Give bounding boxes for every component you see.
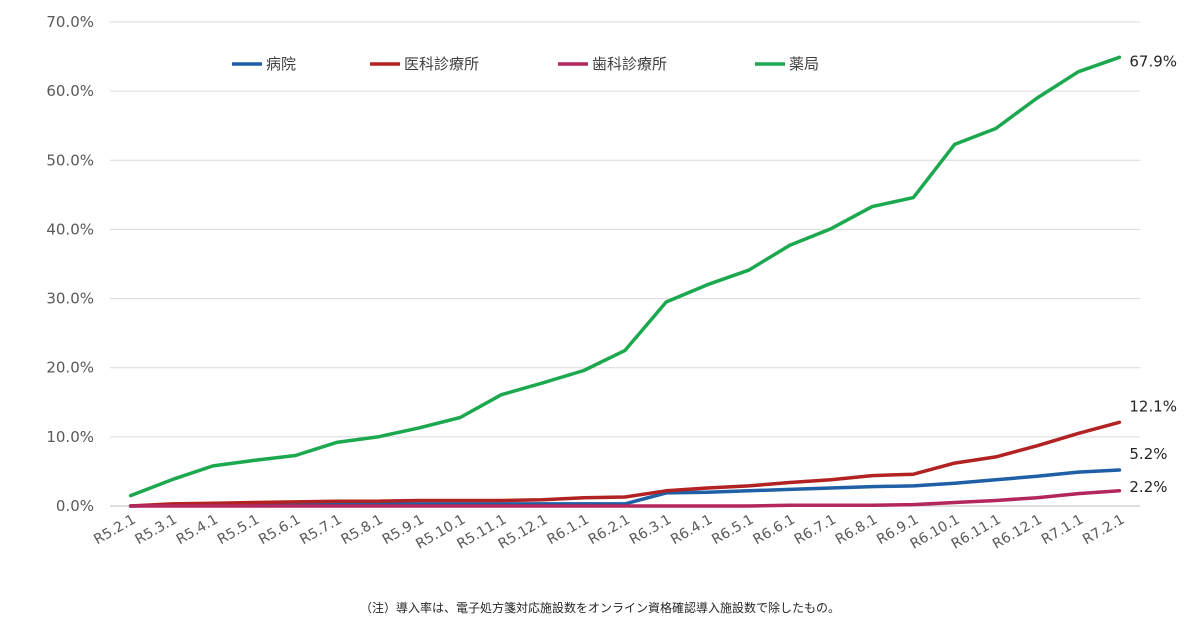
- y-tick-label: 50.0%: [46, 151, 94, 169]
- series-lines: [128, 55, 1122, 508]
- series-line-2: [128, 489, 1122, 508]
- series-line-0: [128, 468, 1122, 508]
- x-tick-label: R6.6.1: [751, 512, 798, 549]
- y-tick-label: 20.0%: [46, 359, 94, 377]
- y-tick-label: 70.0%: [46, 13, 94, 31]
- series-end-label: 12.1%: [1129, 397, 1177, 415]
- x-tick-label: R6.4.1: [668, 512, 715, 549]
- grid-lines: [110, 21, 1140, 507]
- x-tick-label: R7.2.1: [1080, 512, 1127, 549]
- end-labels: 5.2% 12.1% 2.2% 67.9%: [1129, 52, 1177, 496]
- y-tick-label: 40.0%: [46, 220, 94, 238]
- x-tick-label: R6.5.1: [709, 512, 756, 549]
- x-tick-label: R5.5.1: [215, 512, 262, 549]
- x-tick-label: R5.4.1: [174, 512, 221, 549]
- y-tick-label: 0.0%: [56, 497, 94, 515]
- series-end-label: 5.2%: [1129, 445, 1167, 463]
- y-tick-label: 10.0%: [46, 428, 94, 446]
- x-tick-label: R6.7.1: [792, 512, 839, 549]
- x-tick-label: R5.8.1: [339, 512, 386, 549]
- legend: 病院 医科診療所 歯科診療所 薬局: [232, 55, 819, 73]
- footnote: （注）導入率は、電子処方箋対応施設数をオンライン資格確認導入施設数で除したもの。: [360, 600, 840, 615]
- legend-label: 薬局: [789, 55, 819, 73]
- y-axis-ticks: 0.0% 10.0% 20.0% 30.0% 40.0% 50.0% 60.0% 70.0%: [46, 13, 94, 515]
- series-line-3: [128, 55, 1122, 498]
- x-tick-label: R6.1.1: [545, 512, 592, 549]
- series-end-label: 2.2%: [1129, 478, 1167, 496]
- x-tick-label: R5.7.1: [297, 512, 344, 549]
- x-tick-label: R6.3.1: [627, 512, 674, 549]
- y-tick-label: 30.0%: [46, 290, 94, 308]
- series-end-label: 67.9%: [1129, 52, 1177, 70]
- legend-label: 病院: [266, 55, 296, 73]
- x-tick-label: R6.8.1: [833, 512, 880, 549]
- x-tick-label: R7.1.1: [1039, 512, 1086, 549]
- series-line-1: [128, 420, 1122, 508]
- x-tick-label: R5.6.1: [256, 512, 303, 549]
- y-tick-label: 60.0%: [46, 82, 94, 100]
- x-tick-label: R6.2.1: [586, 512, 633, 549]
- legend-label: 歯科診療所: [592, 55, 667, 73]
- x-tick-label: R5.3.1: [133, 512, 180, 549]
- legend-label: 医科診療所: [404, 55, 479, 73]
- x-tick-label: R5.2.1: [91, 512, 138, 549]
- x-axis-ticks: R5.2.1R5.3.1R5.4.1R5.5.1R5.6.1R5.7.1R5.8…: [91, 512, 1127, 553]
